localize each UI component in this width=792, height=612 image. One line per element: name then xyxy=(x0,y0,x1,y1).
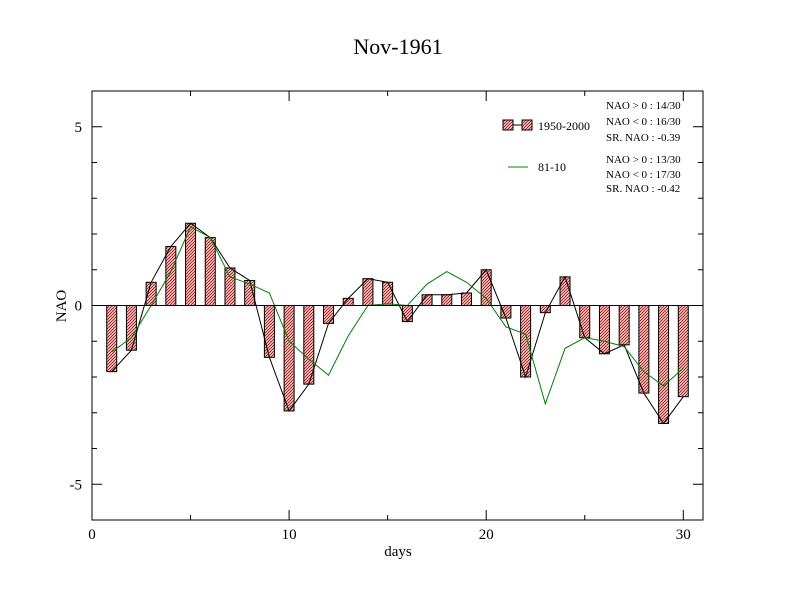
stats-annotations: NAO > 0 : 14/30 NAO < 0 : 16/30 SR. NAO … xyxy=(606,100,681,195)
legend-label-81-10: 81-10 xyxy=(538,160,566,174)
bar-day-13 xyxy=(342,297,354,307)
bar-day-9 xyxy=(263,305,275,358)
bar-day-18 xyxy=(441,294,453,306)
bar-day-7 xyxy=(224,267,236,306)
bar-day-25 xyxy=(579,305,591,339)
y-tick-label-0: 0 xyxy=(75,299,83,315)
line-81-10 xyxy=(111,226,684,406)
stat-group2-sr: SR. NAO : -0.42 xyxy=(606,183,680,195)
stat-group2-positive: NAO > 0 : 13/30 xyxy=(606,154,681,166)
line-series xyxy=(111,222,684,425)
bar-day-28 xyxy=(638,305,650,394)
bar-day-1 xyxy=(106,305,118,373)
stat-group1-sr: SR. NAO : -0.39 xyxy=(606,132,681,144)
line-1950-2000 xyxy=(111,222,684,425)
stat-group1-positive: NAO > 0 : 14/30 xyxy=(606,100,681,112)
bar-day-24 xyxy=(559,276,571,306)
x-tick-label-0: 0 xyxy=(88,527,96,543)
bar-day-2 xyxy=(125,305,137,351)
bar-day-19 xyxy=(460,292,472,306)
stat-group1-negative: NAO < 0 : 16/30 xyxy=(606,116,681,128)
x-tick-label-10: 10 xyxy=(282,527,297,543)
legend-bar-swatch-left xyxy=(502,119,514,131)
bar-day-6 xyxy=(204,237,216,306)
axes: 0 10 20 30 -5 0 5 xyxy=(70,91,703,543)
bar-day-29 xyxy=(658,305,670,424)
bar-series xyxy=(106,222,689,424)
bar-day-27 xyxy=(618,305,630,346)
x-tick-label-20: 20 xyxy=(479,527,494,543)
chart-title: Nov-1961 xyxy=(353,34,442,59)
y-tick-label--5: -5 xyxy=(70,477,83,493)
bar-day-10 xyxy=(283,305,295,412)
bar-day-4 xyxy=(165,246,177,306)
bar-day-30 xyxy=(677,305,689,398)
bar-day-15 xyxy=(382,281,394,307)
bar-day-12 xyxy=(323,305,335,324)
bar-day-21 xyxy=(500,305,512,319)
legend-bar-swatch-right xyxy=(521,119,533,131)
y-tick-label-5: 5 xyxy=(75,120,83,136)
stat-group2-negative: NAO < 0 : 17/30 xyxy=(606,169,681,181)
x-axis-label: days xyxy=(384,544,412,560)
y-axis-label: NAO xyxy=(54,290,70,323)
legend-label-1950-2000: 1950-2000 xyxy=(538,119,590,133)
bar-day-20 xyxy=(480,269,492,306)
x-tick-label-30: 30 xyxy=(676,527,691,543)
bar-day-26 xyxy=(598,305,610,355)
legend: 1950-2000 81-10 xyxy=(502,119,590,174)
